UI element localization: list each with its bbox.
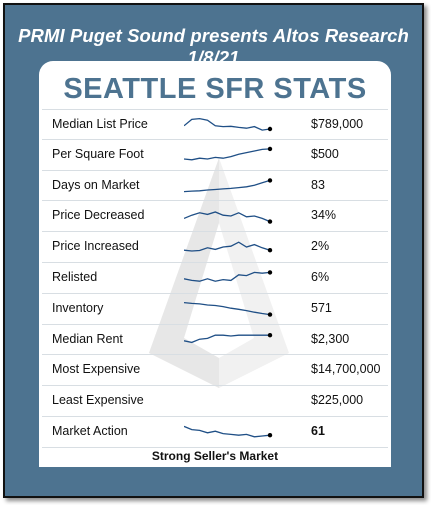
sparkline-endpoint (267, 432, 273, 438)
stat-label: Median List Price (52, 117, 148, 131)
infographic-frame: PRMI Puget Sound presents Altos Research… (3, 3, 424, 498)
sparkline-endpoint (267, 146, 273, 151)
sparkline (184, 425, 273, 438)
stat-value: $500 (311, 146, 339, 161)
sparkline (184, 146, 273, 161)
stat-label: Days on Market (52, 177, 140, 192)
sparkline-line (184, 148, 271, 161)
stat-label: Most Expensive (52, 362, 141, 377)
sparkline-line (184, 117, 271, 131)
stat-value: 2% (311, 239, 330, 254)
stat-row: Price Increased 2% (42, 232, 388, 263)
sparkline-line (184, 271, 271, 282)
stat-row: Median Rent $2,300 (42, 325, 388, 356)
sparkline-endpoint (267, 312, 273, 317)
stat-value: 83 (311, 177, 325, 192)
sparkline-line (184, 334, 270, 343)
stat-label: Price Decreased (52, 208, 145, 223)
stat-label: Price Increased (52, 239, 139, 254)
stat-value: $789,000 (311, 117, 364, 131)
sparkline-endpoint (267, 219, 273, 225)
stat-value: $225,000 (311, 393, 364, 408)
card-title: SEATTLE SFR STATS (63, 73, 367, 105)
stat-label: Median Rent (52, 331, 123, 346)
stat-value: $14,700,000 (311, 362, 381, 377)
sparkline (184, 332, 273, 343)
stat-row: Market Action 61 (42, 417, 388, 448)
stat-row: Price Decreased 34% (42, 201, 388, 233)
market-status: Strong Seller's Market (151, 449, 279, 463)
sparkline-endpoint (267, 248, 273, 253)
sparkline-endpoint (267, 126, 273, 132)
stat-row: Median List Price $789,000 (42, 109, 388, 140)
stat-value: 571 (311, 300, 332, 315)
sparkline-line (184, 425, 271, 438)
stats-card: SEATTLE SFR STATS Median List Price $789,… (39, 61, 391, 467)
stat-label: Relisted (52, 269, 98, 284)
sparkline-line (184, 179, 271, 192)
stats-table: Median List Price $789,000 Per Square Foot… (42, 109, 388, 448)
stat-label: Inventory (52, 300, 104, 315)
stat-value: 61 (311, 423, 325, 438)
stat-label: Least Expensive (52, 393, 144, 408)
sparkline (184, 117, 273, 132)
sparkline (184, 301, 273, 317)
stat-value: $2,300 (311, 331, 350, 346)
stat-value: 6% (311, 269, 330, 284)
stat-row: Relisted 6% (42, 263, 388, 294)
stat-row: Per Square Foot $500 (42, 140, 388, 171)
stat-row: Most Expensive $14,700,000 (42, 355, 388, 387)
stat-label: Per Square Foot (52, 146, 144, 161)
sparkline (184, 177, 273, 192)
stat-row: Inventory 571 (42, 294, 388, 325)
sparkline-line (184, 211, 271, 223)
stat-value: 34% (311, 208, 337, 223)
sparkline-endpoint (267, 270, 273, 275)
sparkline-line (184, 241, 271, 252)
stat-row: Least Expensive $225,000 (42, 386, 388, 417)
sparkline-endpoint (267, 177, 273, 183)
sparkline (184, 211, 273, 225)
stat-row: Days on Market 83 (42, 171, 388, 202)
sparkline (184, 270, 273, 282)
sparkline (184, 241, 273, 253)
sparkline-line (184, 301, 271, 316)
stat-label: Market Action (52, 423, 128, 438)
sparkline-endpoint (267, 332, 273, 337)
